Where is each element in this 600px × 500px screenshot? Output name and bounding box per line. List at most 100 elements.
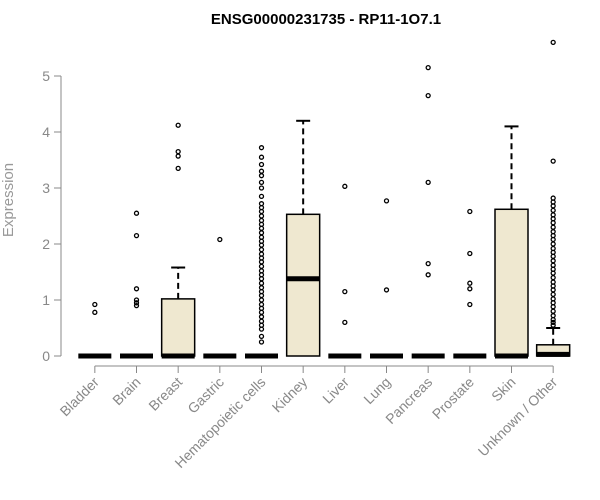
outlier-point — [425, 260, 431, 267]
box-group — [494, 125, 529, 359]
box-group — [160, 122, 196, 359]
outlier-point — [550, 245, 556, 252]
outlier-point — [550, 39, 556, 46]
outlier-point — [467, 208, 473, 215]
outlier-point — [425, 64, 431, 71]
x-tick-label: Breast — [145, 374, 185, 414]
outlier-point — [258, 314, 265, 320]
outlier-point — [175, 165, 181, 172]
outlier-point — [133, 210, 140, 216]
outlier-point — [258, 173, 265, 179]
outlier-point — [342, 319, 348, 326]
outlier-point — [258, 154, 265, 160]
box-iqr — [160, 298, 196, 357]
x-tick-label: Skin — [488, 374, 519, 405]
box-iqr — [285, 213, 321, 357]
box-iqr — [494, 208, 529, 357]
outlier-point — [425, 272, 431, 278]
outlier-point — [92, 301, 98, 308]
outlier-point — [258, 318, 265, 324]
x-tick-label: Unknown / Other — [475, 374, 561, 460]
outlier-point — [133, 302, 140, 309]
outlier-point — [175, 122, 181, 128]
y-tick-label: 5 — [42, 68, 50, 84]
outlier-point — [550, 258, 556, 264]
outlier-point — [258, 301, 265, 308]
outlier-point — [550, 195, 556, 201]
box-group — [285, 119, 321, 357]
outlier-point — [425, 179, 431, 186]
outlier-point — [133, 297, 140, 303]
outlier-point — [550, 291, 556, 298]
outlier-point — [258, 193, 265, 200]
outlier-point — [258, 213, 265, 219]
outlier-point — [550, 308, 556, 314]
chart-title: ENSG00000231735 - RP11-1O7.1 — [211, 11, 441, 28]
outlier-point — [258, 333, 265, 340]
y-tick-label: 2 — [42, 236, 50, 252]
box-group — [120, 210, 153, 359]
outlier-point — [258, 251, 265, 257]
y-tick-label: 4 — [42, 124, 50, 140]
box-group — [203, 236, 237, 359]
outlier-point — [258, 201, 265, 207]
box-group — [535, 39, 571, 357]
outlier-point — [550, 262, 556, 268]
outlier-point — [342, 288, 348, 295]
outlier-point — [258, 297, 265, 303]
outlier-point — [342, 183, 348, 189]
x-tick-label: Prostate — [429, 374, 477, 422]
x-tick-label: Kidney — [269, 374, 311, 416]
outlier-point — [175, 148, 181, 155]
outlier-point — [550, 212, 556, 218]
box-group — [411, 64, 445, 359]
outlier-point — [550, 224, 556, 230]
outlier-point — [550, 313, 556, 319]
outlier-point — [258, 268, 265, 274]
outlier-point — [133, 300, 140, 306]
box-group — [78, 301, 112, 359]
outlier-point — [550, 158, 556, 164]
outlier-point — [425, 92, 431, 99]
x-tick-label: Lung — [360, 374, 393, 407]
outlier-point — [258, 145, 265, 151]
outlier-point — [258, 230, 265, 236]
outlier-point — [383, 287, 390, 293]
outlier-point — [467, 286, 473, 292]
outlier-point — [550, 322, 556, 328]
boxes-layer — [78, 39, 571, 359]
box-group — [328, 183, 362, 359]
x-tick-label: Liver — [319, 374, 352, 407]
outlier-point — [550, 229, 556, 235]
y-tick-label: 1 — [42, 292, 50, 308]
outlier-point — [467, 250, 473, 257]
box-group — [453, 208, 487, 359]
x-tick-label: Bladder — [57, 374, 103, 420]
outlier-point — [258, 285, 265, 291]
y-axis: 0 1 2 3 4 5 — [42, 68, 62, 364]
outlier-point — [550, 274, 556, 281]
outlier-point — [258, 168, 265, 174]
outlier-point — [550, 279, 556, 285]
outlier-point — [550, 207, 556, 214]
outlier-point — [217, 236, 223, 243]
outlier-point — [258, 217, 265, 224]
outlier-point — [550, 319, 556, 326]
box-group — [370, 198, 403, 359]
outlier-point — [258, 179, 265, 186]
outlier-point — [175, 153, 181, 159]
outlier-point — [258, 161, 265, 168]
y-tick-label: 3 — [42, 180, 50, 196]
outlier-point — [92, 309, 98, 315]
outlier-point — [258, 280, 265, 286]
outlier-point — [467, 280, 473, 286]
outlier-point — [133, 286, 140, 292]
y-tick-label: 0 — [42, 348, 50, 364]
outlier-point — [550, 241, 556, 247]
x-tick-label: Brain — [109, 374, 143, 408]
box-group — [245, 145, 278, 359]
outlier-point — [383, 198, 390, 204]
